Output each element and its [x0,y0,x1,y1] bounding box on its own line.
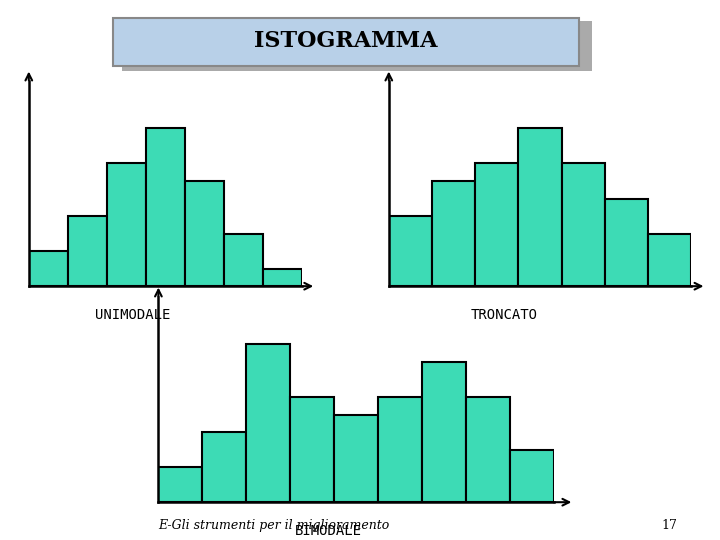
Bar [202,432,246,502]
Bar [29,251,68,286]
Bar [334,415,379,502]
Bar [389,216,432,286]
Bar [68,216,107,286]
Bar [432,181,475,286]
Bar [224,234,264,286]
Bar [185,181,224,286]
Bar [290,397,334,502]
Bar [467,397,510,502]
FancyBboxPatch shape [113,18,579,66]
Bar [518,129,562,286]
Bar [562,164,605,286]
Bar [264,269,302,286]
Bar [510,450,554,502]
Bar [107,164,146,286]
Text: 17: 17 [662,519,678,532]
Text: BIMODALE: BIMODALE [295,524,362,538]
Bar [379,397,423,502]
Text: UNIMODALE: UNIMODALE [95,308,171,322]
Bar [423,362,467,502]
Bar [605,199,648,286]
Text: TRONCATO: TRONCATO [470,308,537,322]
Bar [475,164,518,286]
Bar [246,345,290,502]
Text: ISTOGRAMMA: ISTOGRAMMA [254,30,438,52]
Bar [146,129,185,286]
Bar [648,234,691,286]
FancyBboxPatch shape [122,21,593,71]
Text: E-Gli strumenti per il miglioramento: E-Gli strumenti per il miglioramento [158,519,390,532]
Bar [158,467,202,502]
